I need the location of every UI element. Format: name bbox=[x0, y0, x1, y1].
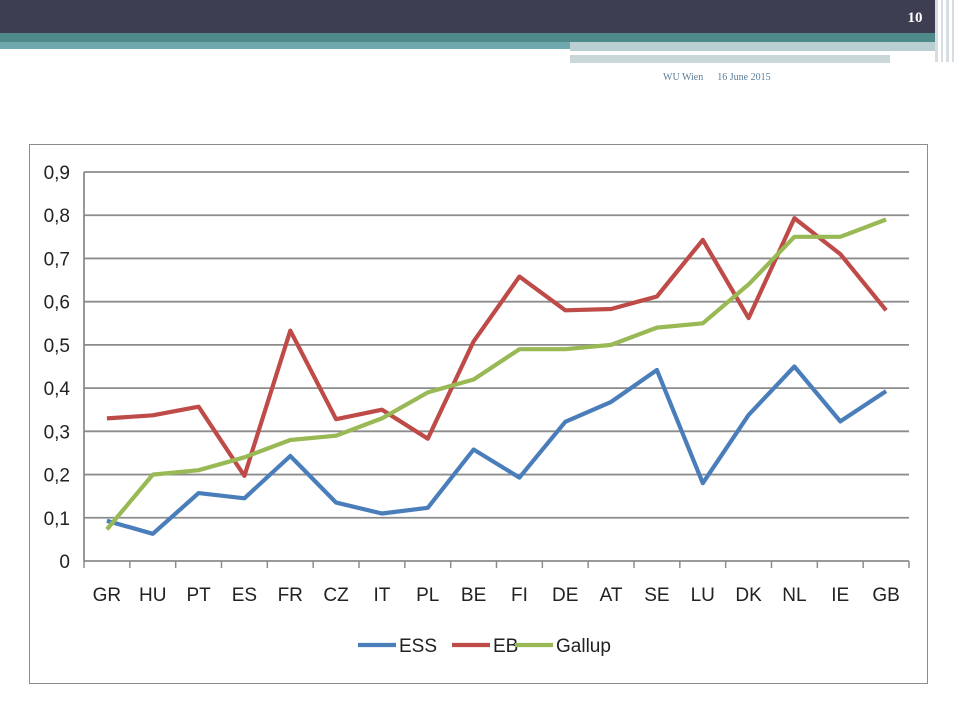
x-tick-label: AT bbox=[600, 585, 623, 606]
x-tick-label: BE bbox=[461, 585, 486, 606]
x-tick-label: CZ bbox=[323, 585, 349, 606]
legend-label-ess: ESS bbox=[399, 636, 437, 657]
y-tick-label: 0 bbox=[59, 552, 70, 573]
slide-top-bar bbox=[0, 0, 935, 33]
x-tick-label: NL bbox=[782, 585, 806, 606]
slide-grey-band-lower bbox=[570, 55, 890, 63]
x-tick-label: HU bbox=[139, 585, 166, 606]
x-tick-label: SE bbox=[644, 585, 669, 606]
slide-accent-band-light bbox=[0, 42, 570, 49]
slide-vertical-rule bbox=[935, 0, 938, 62]
footer-date: 16 June 2015 bbox=[717, 72, 771, 83]
x-tick-label: FR bbox=[278, 585, 303, 606]
y-tick-label: 0,7 bbox=[44, 249, 70, 270]
y-tick-label: 0,8 bbox=[44, 206, 70, 227]
y-tick-label: 0,4 bbox=[44, 379, 71, 400]
line-chart: 0 0,1 0,2 0,3 0,4 0,5 0,6 0,7 0,8 0,9 GR HU PT ES FR CZ… bbox=[44, 163, 910, 657]
y-tick-label: 0,6 bbox=[44, 293, 70, 314]
x-tick-label: DK bbox=[735, 585, 762, 606]
x-tick-label: IE bbox=[831, 585, 849, 606]
x-tick-label: PT bbox=[186, 585, 211, 606]
x-tick-label: LU bbox=[691, 585, 715, 606]
y-tick-label: 0,3 bbox=[44, 422, 70, 443]
slide-footer: WU Wien 16 June 2015 bbox=[663, 72, 785, 83]
x-tick-label: ES bbox=[232, 585, 257, 606]
x-tick-label: GR bbox=[93, 585, 122, 606]
x-tick-label: IT bbox=[373, 585, 390, 606]
x-tick-label: DE bbox=[552, 585, 578, 606]
y-tick-label: 0,2 bbox=[44, 466, 70, 487]
slide-vertical-rule bbox=[946, 0, 949, 62]
legend-label-gallup: Gallup bbox=[556, 636, 611, 657]
x-tick-label: GB bbox=[872, 585, 899, 606]
slide-grey-band bbox=[570, 42, 935, 51]
legend-label-eb: EB bbox=[493, 636, 518, 657]
page-number: 10 bbox=[907, 10, 923, 26]
y-tick-label: 0,9 bbox=[44, 163, 70, 184]
slide-accent-band bbox=[0, 33, 935, 42]
slide-vertical-rule bbox=[952, 0, 954, 62]
y-tick-label: 0,1 bbox=[44, 509, 70, 530]
footer-org: WU Wien bbox=[663, 72, 704, 83]
slide-vertical-rule bbox=[941, 0, 943, 62]
x-tick-label: FI bbox=[511, 585, 528, 606]
y-tick-label: 0,5 bbox=[44, 336, 70, 357]
series-line-gallup bbox=[105, 217, 887, 531]
series-line-ess bbox=[106, 364, 888, 536]
x-tick-label: PL bbox=[416, 585, 439, 606]
chart-frame: 0 0,1 0,2 0,3 0,4 0,5 0,6 0,7 0,8 0,9 GR HU PT ES FR CZ… bbox=[29, 144, 928, 684]
series-line-eb bbox=[106, 216, 888, 478]
